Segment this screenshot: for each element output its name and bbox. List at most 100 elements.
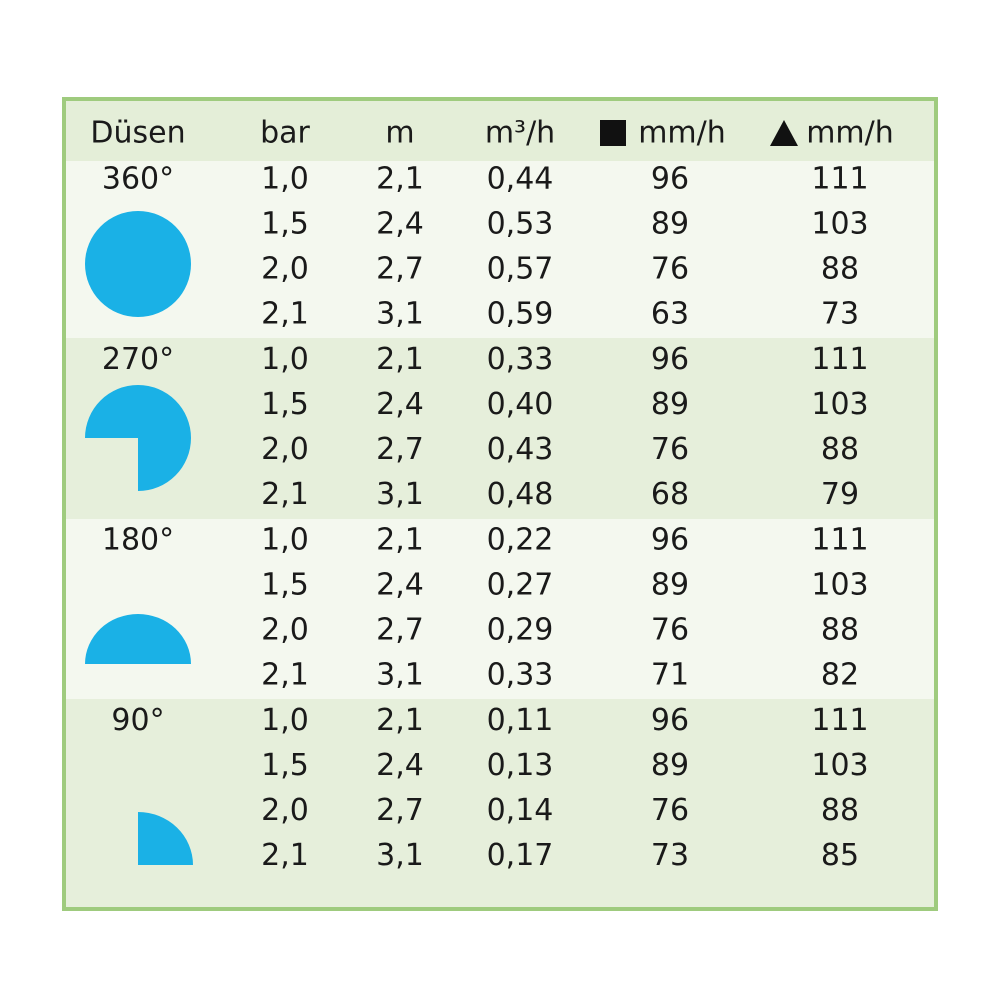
- cell: 2,1: [261, 477, 309, 512]
- cell: 103: [811, 568, 868, 603]
- column-header: m: [385, 116, 414, 151]
- spray-270: [85, 385, 191, 491]
- cell: 3,1: [376, 477, 424, 512]
- cell: 73: [821, 297, 859, 332]
- cell: 76: [651, 793, 689, 828]
- cell: 0,33: [487, 658, 554, 693]
- cell: 96: [651, 703, 689, 738]
- cell: 0,22: [487, 523, 554, 558]
- cell: 1,5: [261, 568, 309, 603]
- cell: 88: [821, 252, 859, 287]
- cell: 2,1: [261, 838, 309, 873]
- cell: 0,14: [487, 793, 554, 828]
- cell: 0,17: [487, 838, 554, 873]
- cell: 2,4: [376, 568, 424, 603]
- square-icon: [600, 120, 626, 146]
- column-header: bar: [260, 116, 310, 151]
- nozzle-label: 270°: [102, 342, 174, 377]
- cell: 76: [651, 252, 689, 287]
- cell: 2,1: [376, 162, 424, 197]
- cell: 103: [811, 207, 868, 242]
- cell: 2,1: [376, 342, 424, 377]
- cell: 0,57: [487, 252, 554, 287]
- cell: 3,1: [376, 658, 424, 693]
- nozzle-label: 180°: [102, 523, 174, 558]
- cell: 103: [811, 387, 868, 422]
- cell: 2,1: [376, 703, 424, 738]
- cell: 0,48: [487, 477, 554, 512]
- group-band: [64, 338, 936, 519]
- cell: 73: [651, 838, 689, 873]
- cell: 2,0: [261, 793, 309, 828]
- cell: 1,5: [261, 207, 309, 242]
- cell: 2,0: [261, 252, 309, 287]
- cell: 96: [651, 342, 689, 377]
- cell: 89: [651, 568, 689, 603]
- cell: 0,53: [487, 207, 554, 242]
- cell: 2,1: [376, 523, 424, 558]
- cell: 111: [811, 162, 868, 197]
- cell: 0,33: [487, 342, 554, 377]
- spray-360: [85, 211, 191, 317]
- cell: 111: [811, 703, 868, 738]
- column-header: Düsen: [90, 116, 185, 151]
- nozzle-label: 90°: [111, 703, 164, 738]
- cell: 96: [651, 162, 689, 197]
- nozzle-label: 360°: [102, 162, 174, 197]
- cell: 88: [821, 793, 859, 828]
- cell: 0,59: [487, 297, 554, 332]
- cell: 79: [821, 477, 859, 512]
- table-border: [62, 97, 938, 911]
- cell: 76: [651, 613, 689, 648]
- cell: 0,29: [487, 613, 554, 648]
- cell: 68: [651, 477, 689, 512]
- cell: 2,7: [376, 613, 424, 648]
- cell: 103: [811, 748, 868, 783]
- cell: 2,4: [376, 748, 424, 783]
- cell: 1,0: [261, 523, 309, 558]
- cell: 89: [651, 387, 689, 422]
- header-background: [64, 99, 936, 161]
- cell: 88: [821, 432, 859, 467]
- cell: 0,13: [487, 748, 554, 783]
- column-header: mm/h: [638, 116, 726, 151]
- cell: 1,5: [261, 748, 309, 783]
- cell: 2,4: [376, 207, 424, 242]
- cell: 1,0: [261, 162, 309, 197]
- cell: 88: [821, 613, 859, 648]
- cell: 89: [651, 207, 689, 242]
- cell: 0,43: [487, 432, 554, 467]
- column-header: mm/h: [806, 116, 894, 151]
- cell: 0,44: [487, 162, 554, 197]
- cell: 3,1: [376, 297, 424, 332]
- cell: 1,5: [261, 387, 309, 422]
- cell: 111: [811, 342, 868, 377]
- cell: 2,0: [261, 432, 309, 467]
- group-band: [64, 699, 936, 909]
- cell: 89: [651, 748, 689, 783]
- cell: 2,1: [261, 297, 309, 332]
- cell: 2,4: [376, 387, 424, 422]
- cell: 0,40: [487, 387, 554, 422]
- column-header: m³/h: [485, 116, 555, 151]
- cell: 2,7: [376, 793, 424, 828]
- cell: 0,11: [487, 703, 554, 738]
- cell: 96: [651, 523, 689, 558]
- cell: 2,1: [261, 658, 309, 693]
- cell: 76: [651, 432, 689, 467]
- cell: 82: [821, 658, 859, 693]
- cell: 111: [811, 523, 868, 558]
- cell: 1,0: [261, 342, 309, 377]
- cell: 2,0: [261, 613, 309, 648]
- cell: 0,27: [487, 568, 554, 603]
- cell: 85: [821, 838, 859, 873]
- spray-180: [85, 614, 191, 664]
- cell: 2,7: [376, 252, 424, 287]
- cell: 71: [651, 658, 689, 693]
- cell: 1,0: [261, 703, 309, 738]
- triangle-icon: [770, 120, 798, 146]
- cell: 2,7: [376, 432, 424, 467]
- spray-90: [138, 812, 193, 865]
- cell: 63: [651, 297, 689, 332]
